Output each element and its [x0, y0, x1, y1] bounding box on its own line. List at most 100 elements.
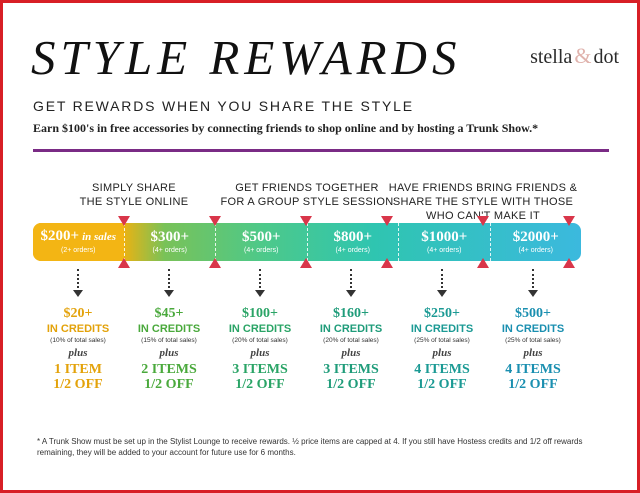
down-arrow-icon	[255, 269, 265, 297]
reward-plus: plus	[159, 347, 179, 359]
reward-percent: (15% of total sales)	[141, 337, 197, 344]
reward-credit-amount: $250+	[424, 306, 460, 321]
down-arrow-icon	[528, 269, 538, 297]
reward-items-count: 4 ITEMS	[414, 362, 470, 377]
reward-percent: (25% of total sales)	[414, 337, 470, 344]
tier-amount: $2000+	[512, 228, 559, 245]
tier-marker-bottom-icon	[477, 258, 489, 268]
reward-items-discount: 1/2 OFF	[417, 377, 467, 392]
tier-segment-6: $2000+ (4+ orders)	[489, 223, 582, 261]
reward-percent: (20% of total sales)	[232, 337, 288, 344]
reward-percent: (10% of total sales)	[50, 337, 106, 344]
tier-orders: (2+ orders)	[61, 247, 96, 254]
caption-text: GET FRIENDS TOGETHER FOR A GROUP STYLE S…	[220, 182, 394, 208]
tier-amount: $500+	[241, 228, 281, 245]
brand-name-right: dot	[593, 46, 619, 68]
tier-orders: (4+ orders)	[518, 246, 553, 254]
caption-share-online: SIMPLY SHARE THE STYLE ONLINE	[59, 181, 209, 209]
tier-marker-bottom-icon	[118, 258, 130, 268]
reward-column-1: $20+ IN CREDITS (10% of total sales) plu…	[28, 306, 128, 392]
reward-plus: plus	[432, 347, 452, 359]
reward-items-count: 4 ITEMS	[505, 362, 561, 377]
reward-credit-amount: $45+	[154, 306, 184, 321]
caption-text: SIMPLY SHARE THE STYLE ONLINE	[79, 182, 189, 208]
caption-text: HAVE FRIENDS BRING FRIENDS & SHARE THE S…	[388, 182, 578, 222]
tier-marker-top-icon	[118, 216, 130, 226]
tier-orders: (4+ orders)	[244, 246, 279, 254]
reward-plus: plus	[250, 347, 270, 359]
reward-percent: (25% of total sales)	[505, 337, 561, 344]
tier-marker-bottom-icon	[300, 258, 312, 268]
reward-column-4: $160+ IN CREDITS (20% of total sales) pl…	[301, 306, 401, 392]
reward-credit-label: IN CREDITS	[410, 323, 474, 335]
tier-segment-4: $800+ (4+ orders)	[306, 223, 399, 261]
reward-credit-amount: $160+	[333, 306, 369, 321]
reward-items: 4 ITEMS 1/2 OFF	[392, 362, 492, 392]
tier-orders: (4+ orders)	[335, 246, 370, 254]
tier-amount: $800+	[333, 228, 373, 245]
down-arrow-icon	[164, 269, 174, 297]
tier-marker-bottom-icon	[563, 258, 575, 268]
tier-segment-1: $200+ in sales (2+ orders)	[33, 223, 124, 261]
reward-items-count: 1 ITEM	[54, 362, 102, 377]
reward-plus: plus	[341, 347, 361, 359]
reward-items-discount: 1/2 OFF	[53, 377, 103, 392]
tier-marker-top-icon	[563, 216, 575, 226]
tier-orders: (4+ orders)	[152, 246, 187, 254]
tier-amount-value: $200+	[40, 228, 80, 244]
reward-credit-label: IN CREDITS	[501, 323, 565, 335]
down-arrow-icon	[437, 269, 447, 297]
reward-column-5: $250+ IN CREDITS (25% of total sales) pl…	[392, 306, 492, 392]
reward-column-6: $500+ IN CREDITS (25% of total sales) pl…	[483, 306, 583, 392]
tier-amount: $1000+	[421, 228, 468, 245]
tier-marker-top-icon	[300, 216, 312, 226]
intro-text: Earn $100's in free accessories by conne…	[33, 121, 539, 135]
reward-credit-amount: $20+	[63, 306, 93, 321]
sales-tier-bar: $200+ in sales (2+ orders) $300+ (4+ orde…	[33, 223, 581, 261]
reward-items-discount: 1/2 OFF	[508, 377, 558, 392]
reward-items-discount: 1/2 OFF	[326, 377, 376, 392]
reward-percent: (20% of total sales)	[323, 337, 379, 344]
page-title: STYLE REWARDS	[31, 30, 462, 85]
tier-segment-5: $1000+ (4+ orders)	[398, 223, 490, 261]
header-divider	[33, 149, 609, 152]
reward-credit-label: IN CREDITS	[319, 323, 383, 335]
brand-name-left: stella	[530, 46, 573, 68]
tier-marker-bottom-icon	[381, 258, 393, 268]
reward-credit-label: IN CREDITS	[228, 323, 292, 335]
tier-marker-top-icon	[381, 216, 393, 226]
tier-marker-top-icon	[477, 216, 489, 226]
tier-amount: $300+	[150, 228, 190, 245]
tier-amount: $200+ in sales	[41, 229, 117, 245]
tier-orders: (4+ orders)	[427, 246, 462, 254]
down-arrow-icon	[73, 269, 83, 297]
reward-credit-label: IN CREDITS	[137, 323, 201, 335]
brand-logo: stella& dot	[530, 43, 619, 69]
reward-credit-label: IN CREDITS	[46, 323, 110, 335]
footnote: * A Trunk Show must be set up in the Sty…	[37, 437, 583, 457]
reward-plus: plus	[523, 347, 543, 359]
tier-amount-extra: in sales	[82, 231, 116, 243]
tier-marker-top-icon	[209, 216, 221, 226]
reward-column-3: $100+ IN CREDITS (20% of total sales) pl…	[210, 306, 310, 392]
caption-group-session: GET FRIENDS TOGETHER FOR A GROUP STYLE S…	[217, 181, 397, 209]
reward-plus: plus	[68, 347, 88, 359]
reward-items-count: 2 ITEMS	[141, 362, 197, 377]
tier-marker-bottom-icon	[209, 258, 221, 268]
page-subtitle: GET REWARDS WHEN YOU SHARE THE STYLE	[33, 98, 414, 114]
reward-credit-amount: $500+	[515, 306, 551, 321]
reward-items-count: 3 ITEMS	[232, 362, 288, 377]
reward-items-discount: 1/2 OFF	[144, 377, 194, 392]
reward-items: 3 ITEMS 1/2 OFF	[301, 362, 401, 392]
caption-bring-friends: HAVE FRIENDS BRING FRIENDS & SHARE THE S…	[383, 181, 583, 223]
tier-segment-3: $500+ (4+ orders)	[215, 223, 307, 261]
reward-items: 1 ITEM 1/2 OFF	[28, 362, 128, 392]
reward-items-count: 3 ITEMS	[323, 362, 379, 377]
reward-items: 2 ITEMS 1/2 OFF	[119, 362, 219, 392]
reward-items-discount: 1/2 OFF	[235, 377, 285, 392]
reward-items: 4 ITEMS 1/2 OFF	[483, 362, 583, 392]
down-arrow-icon	[346, 269, 356, 297]
brand-ampersand: &	[574, 43, 592, 68]
reward-credit-amount: $100+	[242, 306, 278, 321]
